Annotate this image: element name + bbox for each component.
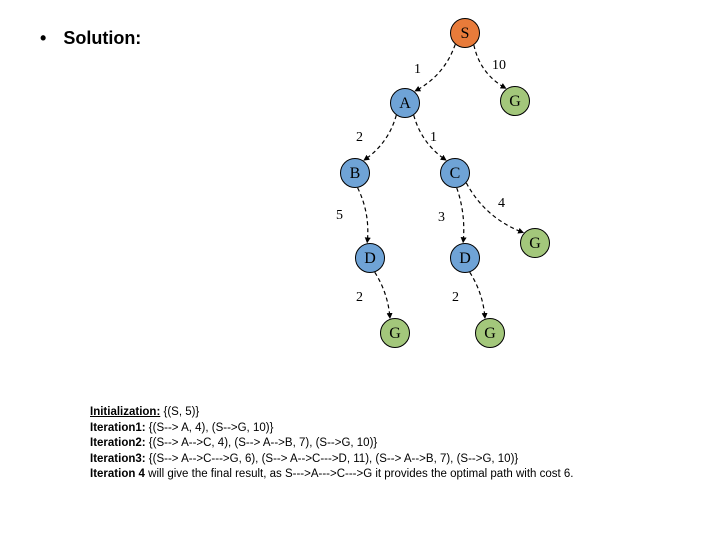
solution-label-4: Iteration 4: [90, 468, 145, 480]
solution-label-3: Iteration3:: [90, 453, 146, 465]
search-tree-graph: S A G B C D D G G G 1 10 2 1 5 3 4 2 2: [320, 18, 670, 398]
solution-label-1: Iteration1:: [90, 422, 146, 434]
edge-label-a-c: 1: [430, 130, 437, 146]
title-text: Solution:: [63, 28, 141, 48]
node-g3: G: [380, 318, 410, 348]
solution-line-3: Iteration3: {(S--> A-->C--->G, 6), (S-->…: [90, 452, 690, 468]
solution-text-1: {(S--> A, 4), (S-->G, 10)}: [146, 422, 274, 434]
edge-label-a-b: 2: [356, 130, 363, 146]
solution-text-2: {(S--> A-->C, 4), (S--> A-->B, 7), (S-->…: [146, 437, 378, 449]
node-d1: D: [355, 243, 385, 273]
node-c: C: [440, 158, 470, 188]
node-d2: D: [450, 243, 480, 273]
edge-label-c-g2: 4: [498, 196, 505, 212]
page-title: Solution:: [40, 28, 141, 49]
edge-label-s-g1: 10: [492, 58, 506, 74]
edge-label-c-d2: 3: [438, 210, 445, 226]
edge-a-b: [364, 115, 396, 160]
node-g2: G: [520, 228, 550, 258]
node-s: S: [450, 18, 480, 48]
edge-d2-g4: [470, 272, 485, 318]
solution-text-3: {(S--> A-->C--->G, 6), (S--> A-->C--->D,…: [146, 453, 519, 465]
edge-label-s-a: 1: [414, 62, 421, 78]
solution-line-1: Iteration1: {(S--> A, 4), (S-->G, 10)}: [90, 421, 690, 437]
edge-c-g2: [466, 183, 523, 233]
edge-b-d1: [358, 188, 368, 242]
solution-label-0: Initialization:: [90, 406, 160, 418]
solution-text-0: {(S, 5)}: [160, 406, 199, 418]
edge-s-a: [415, 44, 455, 90]
solution-line-2: Iteration2: {(S--> A-->C, 4), (S--> A-->…: [90, 436, 690, 452]
solution-line-4: Iteration 4 will give the final result, …: [90, 467, 690, 483]
node-g1: G: [500, 86, 530, 116]
edge-label-d1-g3: 2: [356, 290, 363, 306]
edge-c-d2: [457, 188, 464, 242]
node-a: A: [390, 88, 420, 118]
solution-label-2: Iteration2:: [90, 437, 146, 449]
node-g4: G: [475, 318, 505, 348]
edge-label-d2-g4: 2: [452, 290, 459, 306]
edge-label-b-d1: 5: [336, 208, 343, 224]
edge-d1-g3: [375, 272, 390, 318]
solution-line-0: Initialization: {(S, 5)}: [90, 405, 690, 421]
solution-text-4: will give the final result, as S--->A---…: [145, 468, 574, 480]
solution-steps: Initialization: {(S, 5)}Iteration1: {(S-…: [90, 405, 690, 483]
node-b: B: [340, 158, 370, 188]
